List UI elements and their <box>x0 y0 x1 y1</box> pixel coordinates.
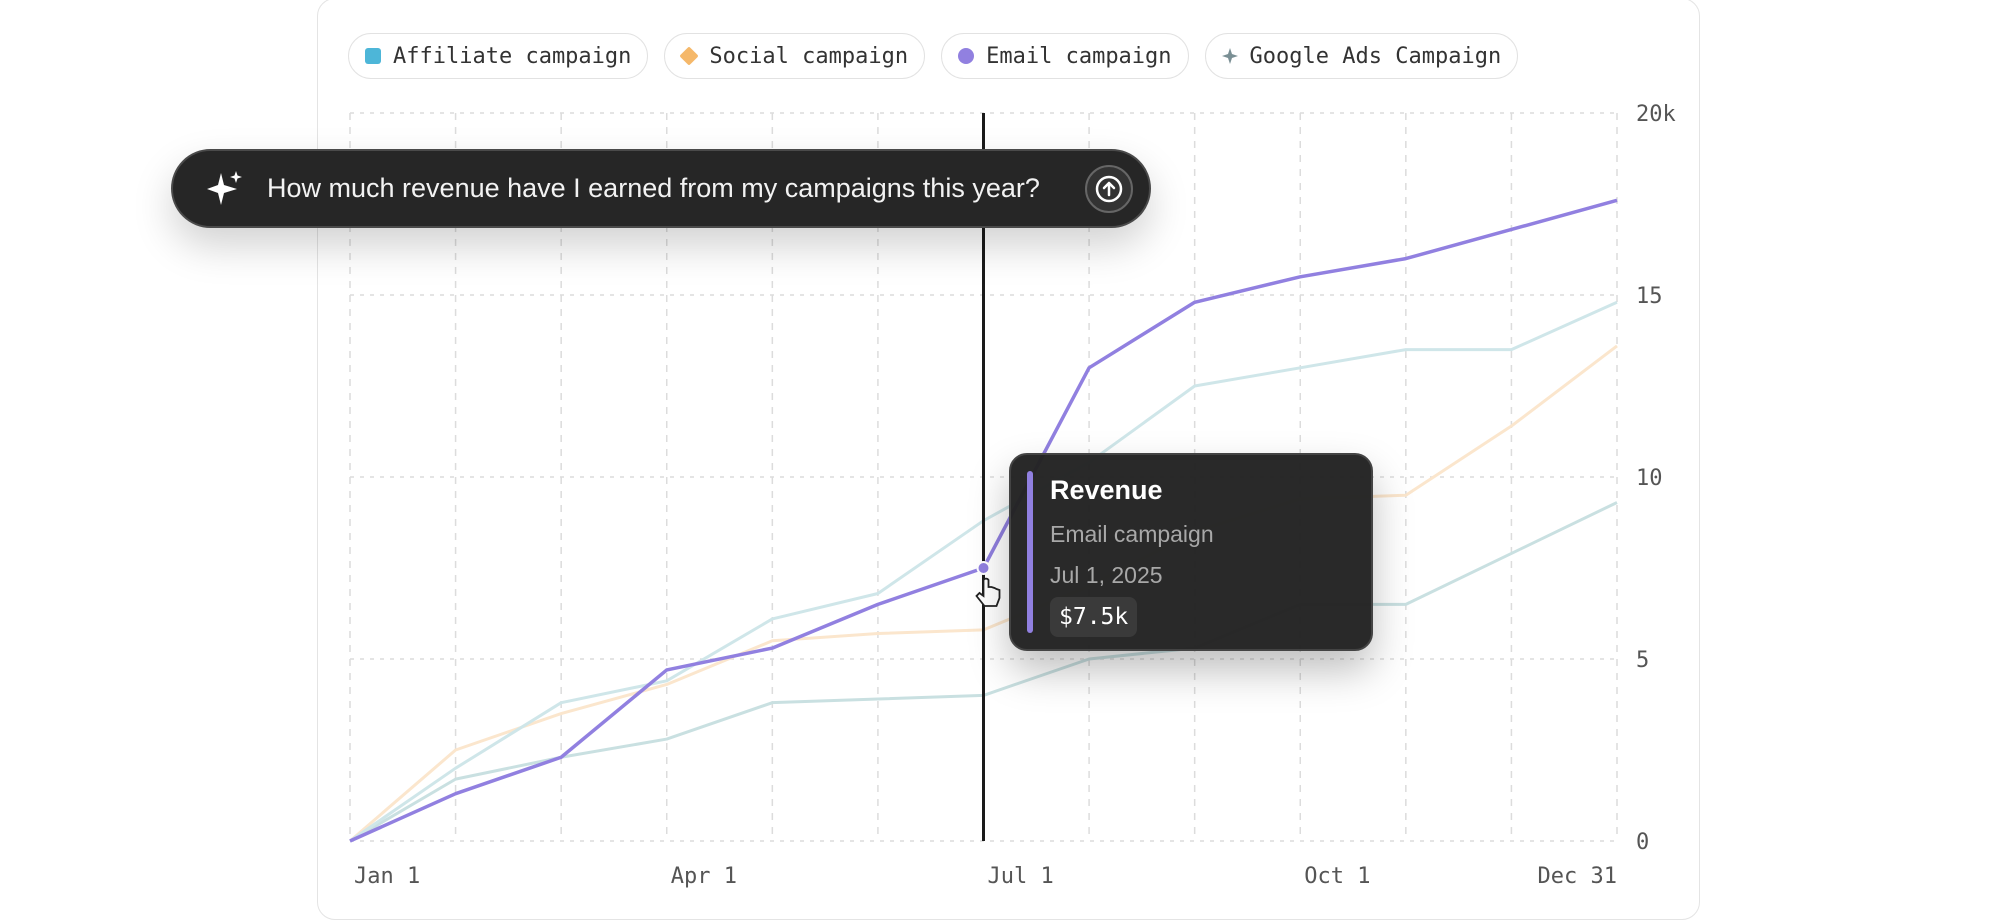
y-tick-label: 10 <box>1636 466 1663 491</box>
legend-item-affiliate[interactable]: Affiliate campaign <box>348 33 649 79</box>
x-tick-label: Jan 1 <box>354 864 420 889</box>
ai-prompt-bar[interactable]: How much revenue have I earned from my c… <box>171 149 1151 228</box>
legend-item-email[interactable]: Email campaign <box>941 33 1189 79</box>
y-tick-label: 20k <box>1636 102 1676 127</box>
sparkle-icon <box>207 170 242 205</box>
legend-item-social[interactable]: Social campaign <box>664 33 926 79</box>
x-tick-label: Apr 1 <box>671 864 737 889</box>
legend: Affiliate campaign Social campaign Email… <box>348 33 1519 79</box>
prompt-text[interactable]: How much revenue have I earned from my c… <box>267 173 1040 203</box>
legend-label: Google Ads Campaign <box>1249 43 1502 69</box>
tooltip-series: Email campaign <box>1050 521 1214 547</box>
tooltip-title: Revenue <box>1050 475 1163 505</box>
x-tick-label: Oct 1 <box>1304 864 1370 889</box>
y-tick-label: 15 <box>1636 284 1663 309</box>
tooltip-color-bar <box>1027 471 1033 633</box>
legend-item-google-ads[interactable]: Google Ads Campaign <box>1204 33 1519 79</box>
legend-label: Affiliate campaign <box>393 43 632 69</box>
highlight-point <box>976 561 991 575</box>
legend-label: Email campaign <box>986 43 1172 69</box>
x-tick-label: Dec 31 <box>1538 864 1617 889</box>
legend-label: Social campaign <box>709 43 909 69</box>
square-icon <box>365 48 381 64</box>
tooltip-date: Jul 1, 2025 <box>1050 562 1163 588</box>
x-tick-label: Jul 1 <box>988 864 1054 889</box>
star-icon <box>1221 48 1238 64</box>
hand-cursor-icon <box>975 577 1001 607</box>
y-tick-label: 0 <box>1636 830 1649 855</box>
send-button[interactable] <box>1085 164 1133 213</box>
tooltip-value: $7.5k <box>1050 597 1138 637</box>
arrow-up-icon <box>1095 175 1123 202</box>
y-tick-label: 5 <box>1636 648 1649 673</box>
tooltip: Revenue Email campaign Jul 1, 2025 $7.5k <box>1009 453 1373 651</box>
circle-icon <box>958 48 975 64</box>
